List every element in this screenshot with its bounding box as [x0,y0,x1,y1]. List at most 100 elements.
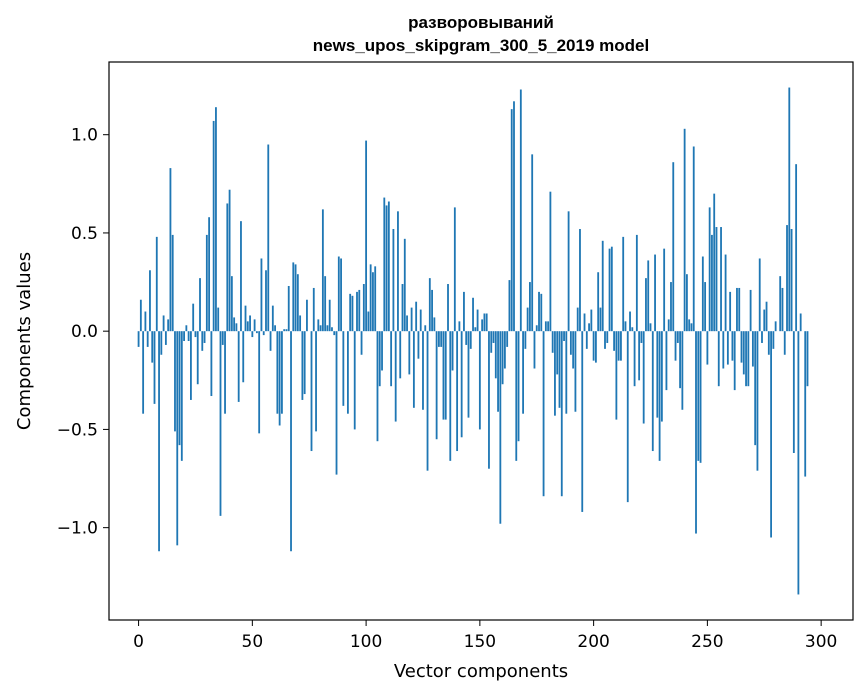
bar-196 [583,313,586,332]
y-tick-label: −0.5 [57,420,98,440]
bar-141 [458,321,461,332]
bar-256 [720,227,722,332]
bar-138 [451,331,454,371]
bar-71 [299,315,302,332]
bar-128 [428,278,431,332]
bar-185 [558,331,561,408]
bar-269 [749,289,752,332]
bar-237 [676,331,679,343]
bar-143 [463,291,465,332]
bar-14 [169,168,172,332]
bar-267 [745,331,747,387]
bar-189 [567,211,570,332]
bar-19 [180,331,183,461]
x-tick-label: 300 [805,632,837,652]
bar-193 [576,307,579,332]
bar-85 [331,327,333,332]
bar-62 [278,331,281,426]
bar-13 [167,319,170,332]
bar-130 [433,317,436,332]
bar-248 [701,256,704,332]
bars [137,87,809,595]
bar-36 [219,331,222,516]
bar-184 [556,331,559,375]
bar-106 [378,331,381,387]
y-axis-ticks: −1.0 −0.5 0.0 0.5 1.0 [57,126,109,539]
bar-92 [346,331,349,414]
bar-169 [522,331,524,414]
chart-title-line-2: news_upos_skipgram_300_5_2019 model [313,36,649,55]
bar-6 [151,331,154,363]
bar-181 [549,191,552,332]
bar-110 [387,201,390,332]
bar-103 [372,272,374,332]
bar-206 [606,331,609,343]
bar-68 [292,262,295,332]
bar-200 [592,331,595,361]
bar-203 [599,307,602,332]
bar-94 [351,295,354,332]
bar-161 [503,331,506,369]
y-tick-label: 1.0 [71,126,98,146]
bar-109 [385,205,388,332]
bar-192 [574,331,577,412]
bar-3 [144,311,147,332]
bar-17 [176,331,179,546]
bar-50 [251,331,254,338]
y-tick-label: −1.0 [57,519,98,539]
bar-151 [481,319,484,332]
bar-72 [301,331,304,400]
bar-51 [253,319,256,332]
bar-227 [654,254,656,332]
bar-209 [613,331,616,351]
bar-157 [494,331,497,379]
bar-86 [333,331,336,336]
bar-171 [526,307,529,332]
bar-48 [246,321,249,332]
bar-164 [510,109,513,332]
bar-229 [658,331,661,461]
bar-214 [624,321,627,332]
bar-240 [683,128,686,332]
x-tick-label: 50 [242,632,264,652]
bar-37 [221,331,224,345]
bar-127 [426,331,429,471]
bar-242 [688,319,691,332]
bar-183 [554,331,556,416]
bar-136 [447,284,449,332]
bar-12 [164,331,167,345]
bar-163 [508,280,511,332]
bar-100 [365,140,368,332]
bar-113 [394,331,397,422]
x-tick-label: 200 [577,632,609,652]
bar-134 [442,331,445,420]
bar-24 [192,303,195,332]
bar-23 [190,331,192,400]
bar-69 [294,264,297,332]
bar-66 [287,285,290,332]
bar-129 [431,289,433,332]
bar-211 [617,331,620,361]
bar-84 [328,299,331,332]
bar-144 [465,331,468,345]
bar-221 [640,331,643,343]
bar-107 [381,331,383,371]
bar-275 [763,309,766,332]
bar-117 [403,238,406,332]
bar-268 [747,331,750,387]
bar-33 [212,120,215,332]
bar-190 [569,331,572,355]
bar-150 [478,331,481,430]
bar-35 [217,307,220,332]
bar-90 [342,331,345,406]
bar-65 [285,329,288,332]
bar-279 [772,331,775,349]
bar-156 [492,331,495,343]
bar-135 [444,331,447,420]
bar-70 [296,274,299,332]
bar-133 [440,331,443,347]
bar-95 [353,331,356,430]
bar-233 [667,319,670,332]
